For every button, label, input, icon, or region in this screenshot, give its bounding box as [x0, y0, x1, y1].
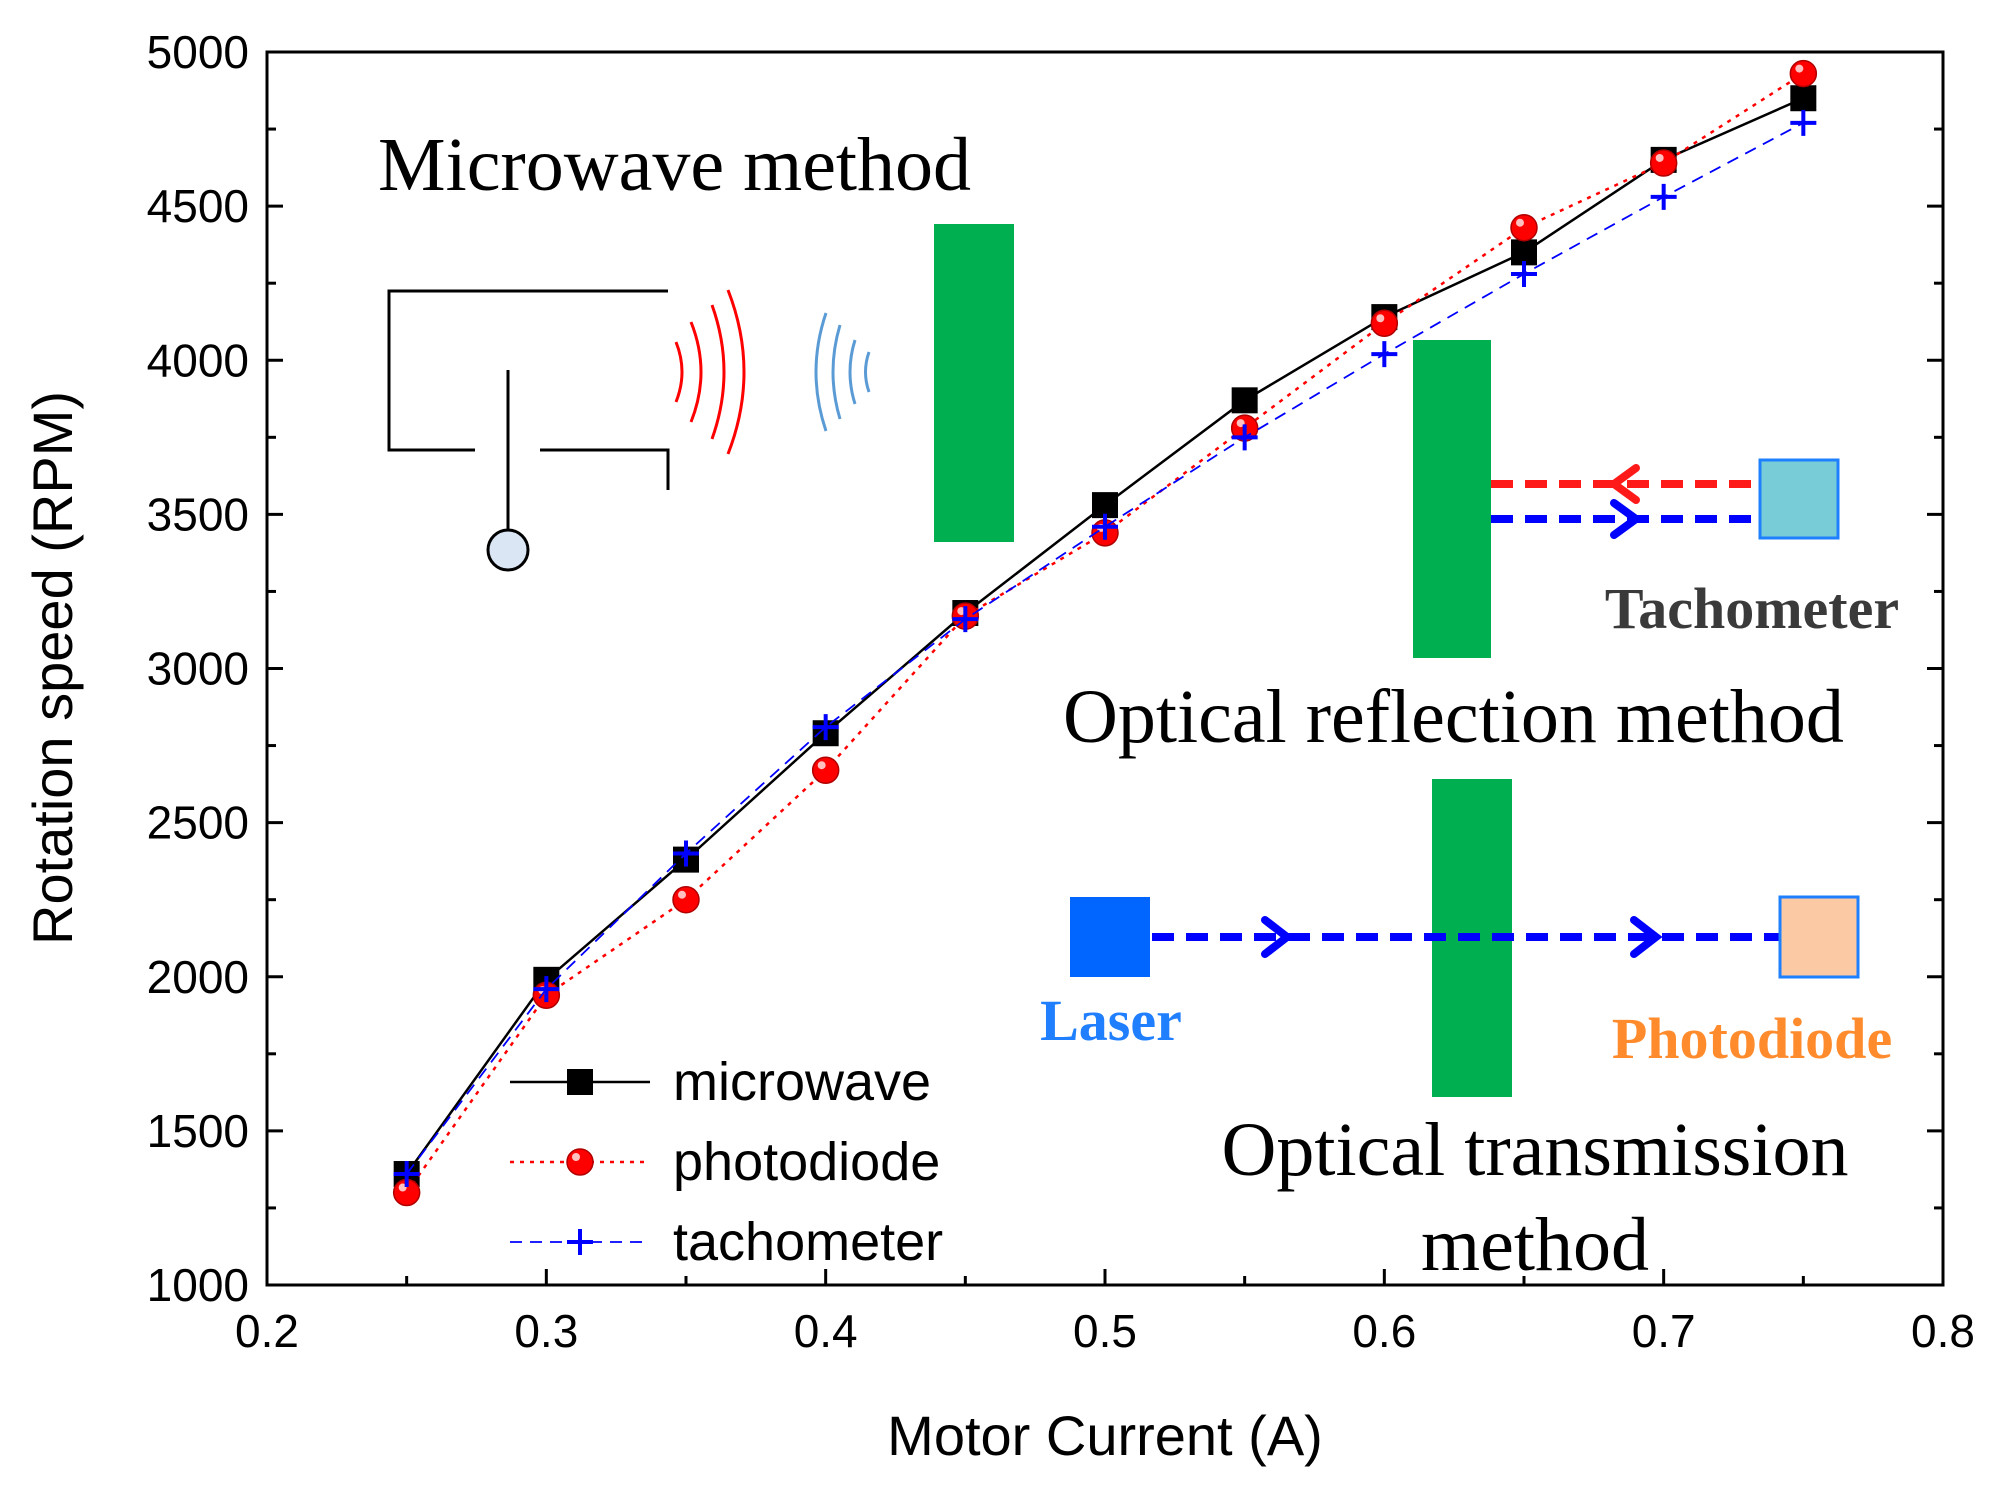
photodiode-point	[1370, 309, 1399, 338]
y-tick-label: 3500	[147, 488, 249, 540]
horn-antenna-icon	[387, 289, 670, 530]
x-tick-label: 0.4	[794, 1305, 858, 1357]
beam-arrow-right-icon	[1630, 916, 1663, 958]
photodiode-point	[811, 756, 840, 784]
legend-label-tachometer: tachometer	[673, 1212, 943, 1272]
tachometer-point	[1790, 109, 1817, 136]
incident-beam-arrow-icon	[1610, 499, 1643, 539]
legend-marker-microwave	[567, 1069, 593, 1095]
x-tick-label: 0.5	[1073, 1305, 1137, 1357]
laser-box-icon	[1070, 897, 1150, 977]
legend-marker-photodiode	[566, 1148, 594, 1176]
optical-transmission-illustration: Laser Photodiode Optical transmission me…	[1040, 779, 1892, 1287]
optical-transmission-title-line1: Optical transmission	[1222, 1108, 1849, 1192]
tachometer-point	[1371, 341, 1398, 368]
emitted-wave-icon	[674, 289, 746, 455]
x-axis-title: Motor Current (A)	[887, 1404, 1323, 1467]
y-tick-label: 1000	[147, 1259, 249, 1311]
x-tick-label: 0.8	[1911, 1305, 1975, 1357]
y-tick-label: 5000	[147, 26, 249, 78]
y-tick-label: 4500	[147, 180, 249, 232]
laser-label: Laser	[1040, 988, 1182, 1053]
data-series	[392, 59, 1818, 1207]
tachometer-box-icon	[1758, 458, 1840, 540]
tachometer-label: Tachometer	[1605, 576, 1899, 641]
tachometer-point	[812, 714, 839, 741]
legend-label-microwave: microwave	[673, 1052, 931, 1112]
photodiode-label: Photodiode	[1612, 1006, 1892, 1071]
tachometer-point	[533, 976, 560, 1003]
tachometer-point	[1231, 424, 1258, 451]
optical-reflection-title: Optical reflection method	[1063, 675, 1844, 759]
tachometer-point	[1511, 260, 1537, 287]
x-tick-label: 0.3	[514, 1305, 578, 1357]
y-tick-label: 4000	[147, 334, 249, 386]
optical-transmission-title-line2: method	[1421, 1203, 1649, 1287]
x-tick-label: 0.7	[1632, 1305, 1696, 1357]
rotor-blade-microwave	[934, 224, 1014, 542]
x-tick-label: 0.2	[235, 1305, 299, 1357]
tachometer-point	[1650, 183, 1677, 210]
tachometer-point	[1092, 513, 1118, 540]
photodiode-point-highlight	[1655, 153, 1664, 162]
photodiode-point-highlight	[678, 890, 686, 899]
photodiode-point	[1510, 213, 1538, 242]
legend-marker-tachometer	[567, 1229, 593, 1255]
legend: microwave photodiode tachometer	[510, 1052, 943, 1272]
microwave-point	[1790, 85, 1817, 112]
x-axis: 0.2 0.3 0.4 0.5 0.6 0.7 0.8	[235, 1269, 1975, 1357]
photodiode-point	[1649, 149, 1678, 177]
legend-label-photodiode: photodiode	[673, 1132, 940, 1192]
tachometer-point	[952, 606, 979, 633]
optical-reflection-illustration: Tachometer Optical reflection method	[1063, 340, 1899, 759]
microwave-method-title: Microwave method	[378, 123, 971, 207]
tachometer-point	[673, 840, 699, 867]
y-tick-label: 2500	[147, 797, 249, 849]
y-axis-title: Rotation speed (RPM)	[21, 391, 84, 945]
photodiode-point-highlight	[1376, 314, 1385, 323]
x-tick-label: 0.6	[1352, 1305, 1416, 1357]
microwave-illustration: Microwave method	[378, 123, 1014, 572]
y-axis: 1000 1500 2000 2500 3000 3500 4000 4500 5000	[147, 26, 1943, 1311]
photodiode-box-icon	[1778, 895, 1860, 979]
plot-frame	[265, 50, 1945, 1287]
photodiode-point	[672, 885, 700, 914]
photodiode-point	[1789, 59, 1818, 88]
reflected-beam-arrow-icon	[1607, 464, 1640, 504]
tachometer-line	[405, 122, 1804, 1175]
photodiode-point-highlight	[1795, 64, 1804, 73]
photodiode-point-highlight	[1516, 218, 1524, 227]
rotor-blade-reflection	[1413, 340, 1491, 658]
probe-ball-icon	[486, 528, 530, 572]
reflected-wave-icon	[814, 312, 871, 432]
y-tick-label: 3000	[147, 643, 249, 695]
microwave-point	[1231, 387, 1258, 414]
beam-arrow-left-icon	[1261, 916, 1294, 958]
tachometer-point	[393, 1161, 420, 1188]
legend-marker-photodiode-highlight	[572, 1153, 580, 1161]
photodiode-point-highlight	[817, 761, 826, 770]
y-tick-label: 1500	[147, 1105, 249, 1157]
series-tachometer	[393, 109, 1817, 1188]
y-tick-label: 2000	[147, 951, 249, 1003]
